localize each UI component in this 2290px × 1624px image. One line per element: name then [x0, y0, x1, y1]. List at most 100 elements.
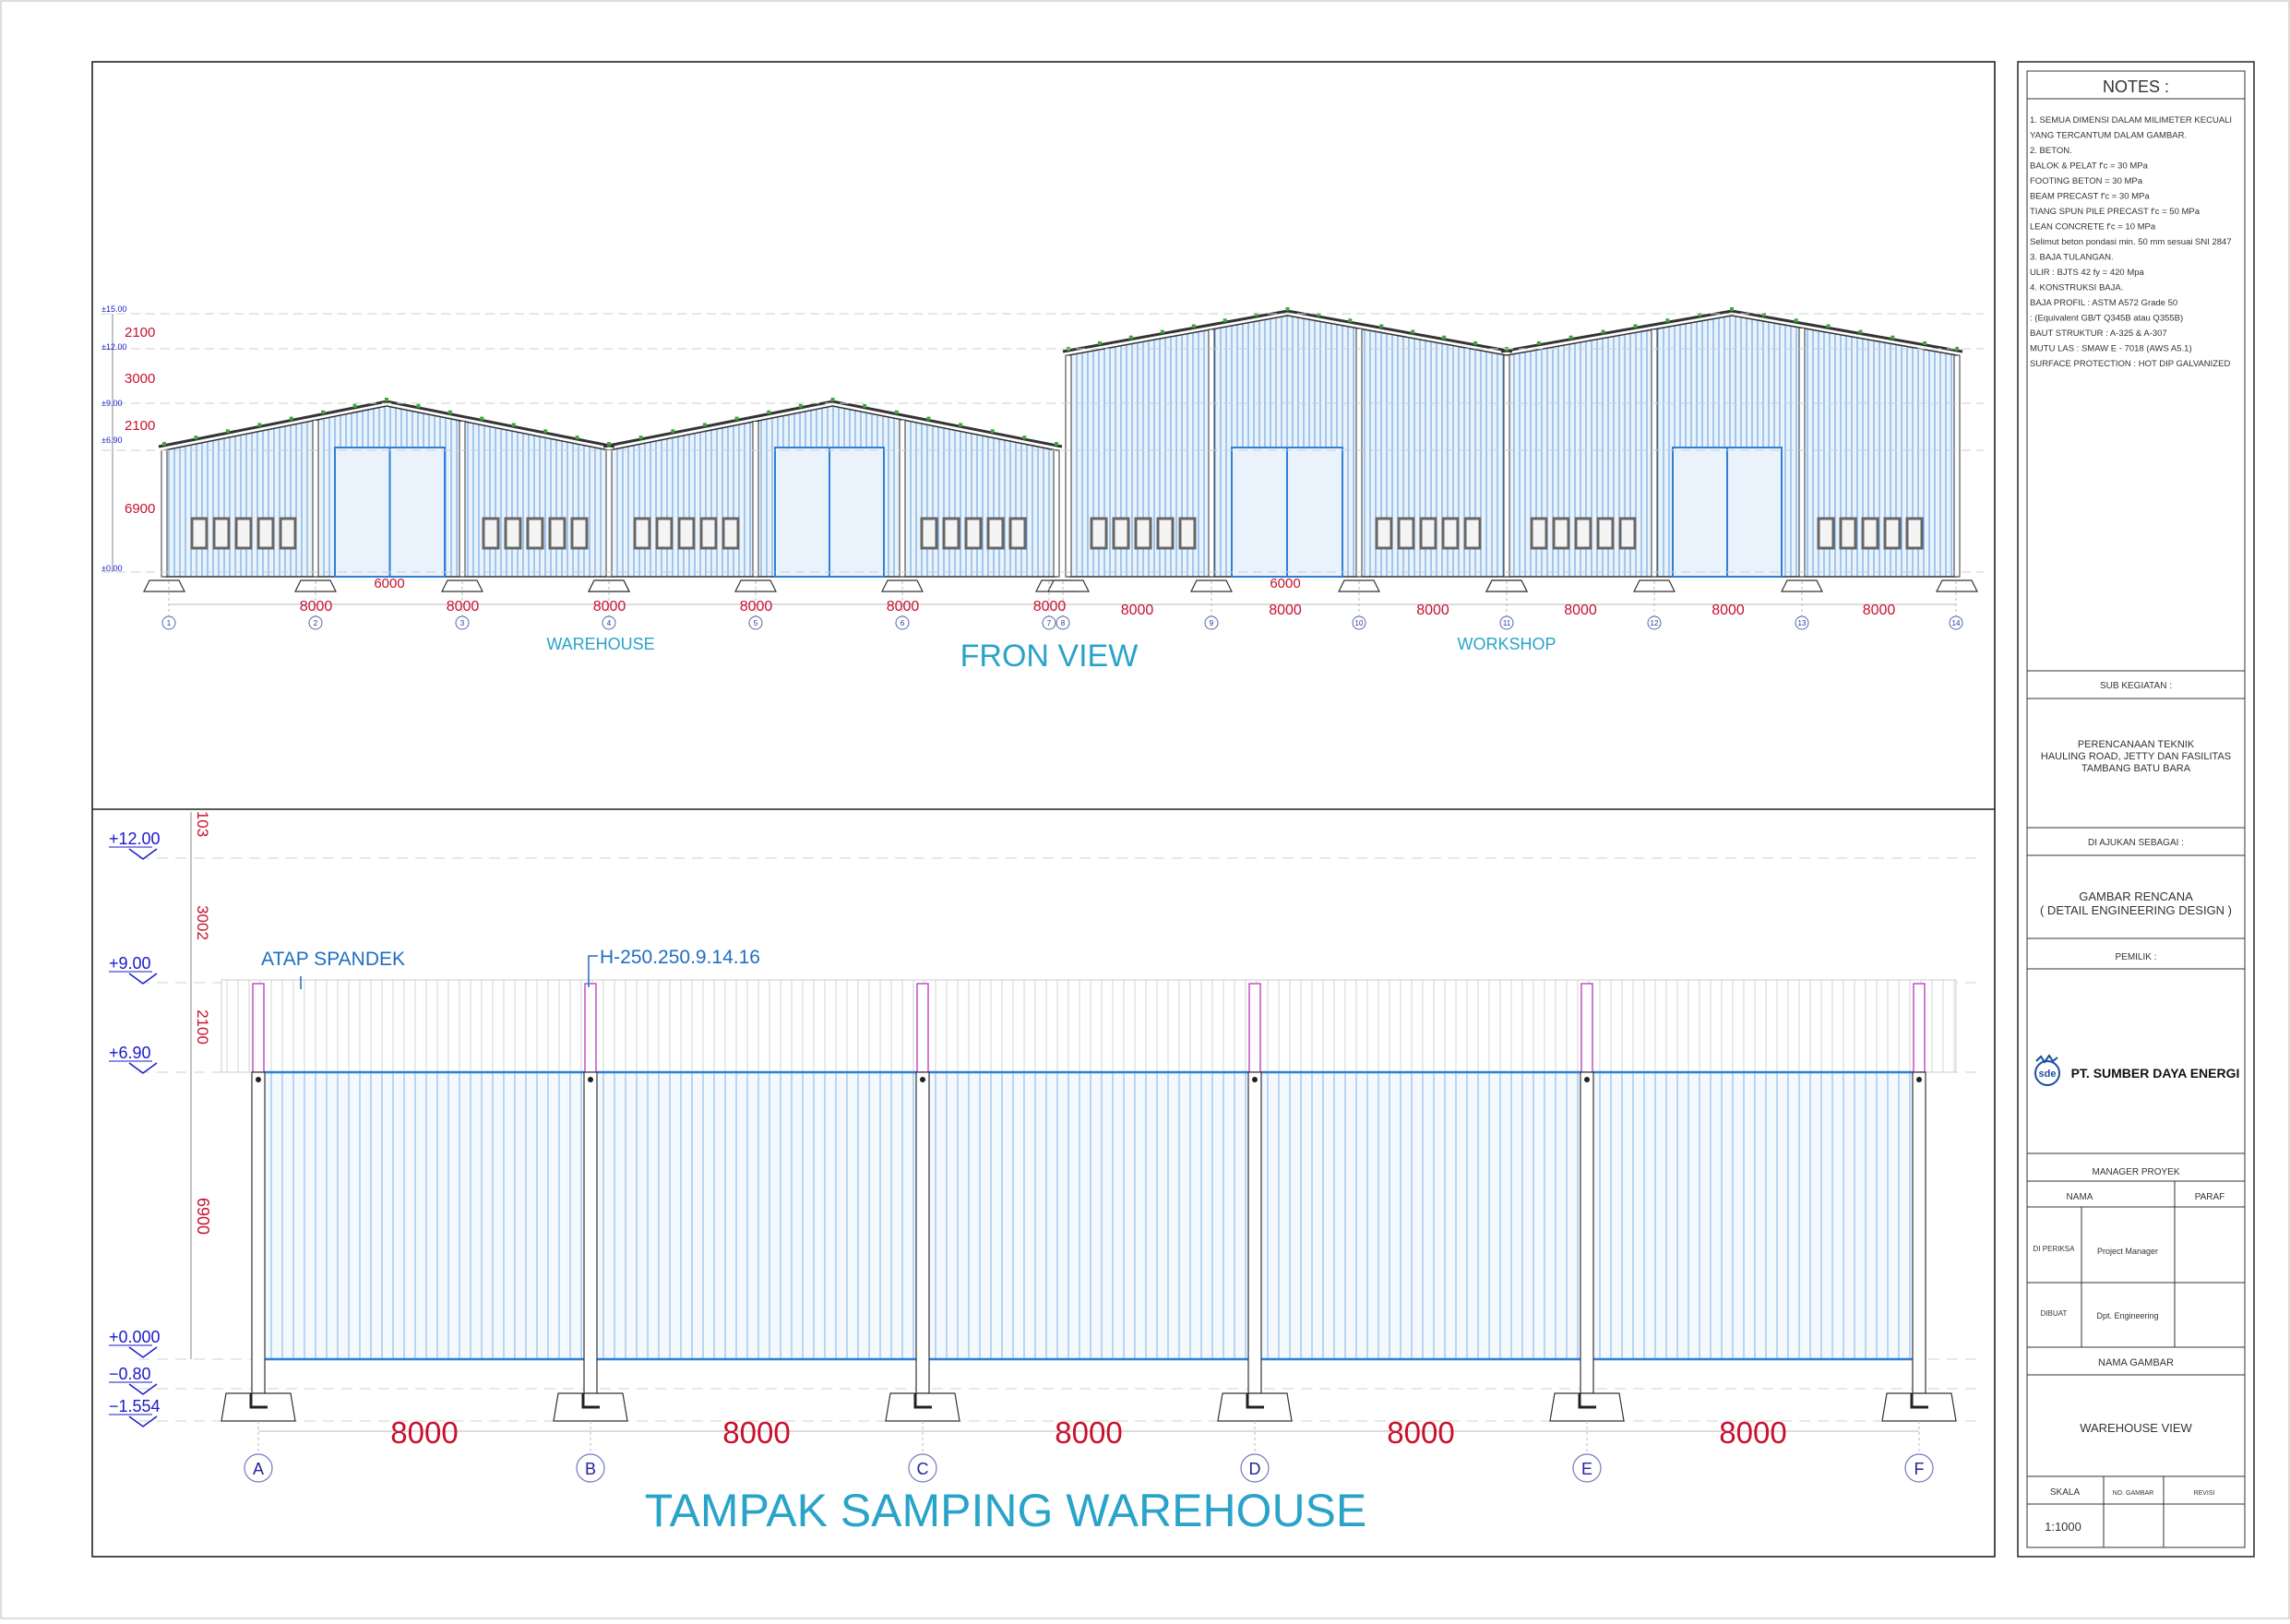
window [526, 517, 544, 550]
span-dim: 8000 [1055, 1415, 1122, 1450]
diajukan-line-2: ( DETAIL ENGINEERING DESIGN ) [2040, 903, 2232, 917]
grid-bubble [455, 615, 470, 630]
note-line: MUTU LAS : SMAW E - 7018 (AWS A5.1) [2030, 344, 2192, 354]
note-line: 4. KONSTRUKSI BAJA. [2030, 283, 2123, 293]
purlin [1730, 307, 1734, 311]
footing [1936, 579, 1978, 592]
column [915, 1071, 930, 1394]
column [1580, 1071, 1594, 1394]
window [964, 517, 983, 550]
column-member [1953, 354, 1961, 578]
purlin [702, 423, 707, 427]
purlin [1128, 335, 1133, 340]
grid-bubble [1352, 615, 1366, 630]
span-dim: 8000 [447, 599, 480, 615]
column-member [312, 419, 319, 578]
column-top [252, 983, 265, 1073]
footing [734, 579, 777, 592]
span-dim: 8000 [1719, 1415, 1786, 1450]
anchor-bolt [1578, 1393, 1596, 1409]
purlin [734, 416, 739, 421]
purlin [1568, 335, 1573, 340]
sub-kegiatan-line-3: TAMBANG BATU BARA [2081, 763, 2191, 774]
purlin [959, 423, 963, 427]
window [920, 517, 938, 550]
purlin [1022, 436, 1027, 440]
footing [441, 579, 483, 592]
purlin [257, 423, 262, 427]
window [482, 517, 500, 550]
column-member [899, 419, 906, 578]
purlin [321, 410, 326, 414]
bolt [1584, 1077, 1590, 1082]
window [279, 517, 297, 550]
window [1090, 517, 1108, 550]
purlin [1923, 340, 1927, 345]
window [699, 517, 718, 550]
company-name: PT. SUMBER DAYA ENERGI [2071, 1066, 2240, 1081]
footing [1781, 579, 1823, 592]
purlin [767, 410, 771, 414]
window [1883, 517, 1902, 550]
grid-bubble [161, 615, 176, 630]
span-dim: 8000 [390, 1415, 458, 1450]
note-line: ULIR : BJTS 42 fy = 420 Mpa [2030, 268, 2145, 278]
anchor-bolt [581, 1393, 600, 1409]
window [942, 517, 960, 550]
door-width-dim: 6000 [374, 576, 404, 591]
level-dim: 3000 [125, 371, 155, 387]
window [1596, 517, 1615, 550]
vertical-dim: 3002 [194, 905, 211, 940]
note-line: SURFACE PROTECTION : HOT DIP GALVANIZED [2030, 359, 2230, 369]
window [1905, 517, 1924, 550]
anchor-bolt [249, 1393, 268, 1409]
nama-label: NAMA [2067, 1192, 2093, 1202]
column-top [916, 983, 929, 1073]
grid-bubble [748, 615, 763, 630]
grid-label: 13 [1798, 619, 1807, 627]
anchor-bolt [1246, 1393, 1264, 1409]
no-gambar-label: NO. GAMBAR [2113, 1490, 2154, 1497]
window [548, 517, 567, 550]
column-top [1580, 983, 1593, 1073]
purlin [225, 429, 230, 434]
note-line: 1. SEMUA DIMENSI DALAM MILIMETER KECUALI [2030, 115, 2232, 125]
footing [881, 579, 924, 592]
purlin [352, 403, 357, 408]
elev-triangle [128, 973, 158, 985]
diajukan-label: DI AJUKAN SEBAGAI : [2088, 838, 2184, 848]
window [1839, 517, 1857, 550]
grid-label: 9 [1210, 619, 1214, 627]
side-wall-cladding [257, 1071, 1920, 1360]
pemilik-label: PEMILIK : [2115, 952, 2156, 962]
window [655, 517, 674, 550]
company-logo: sde [2034, 1054, 2060, 1086]
column [1247, 1071, 1262, 1394]
purlin [1473, 340, 1478, 345]
window [1178, 517, 1197, 550]
grid-label: 6 [900, 619, 905, 627]
span-dim: 8000 [1564, 603, 1597, 618]
elev-tag: ±0.00 [101, 564, 122, 573]
elevation-tag: +12.00 [109, 830, 161, 848]
note-line: FOOTING BETON = 30 MPa [2030, 176, 2143, 186]
diperiksa-value: Project Manager [2097, 1247, 2158, 1256]
grid-bubble [1904, 1453, 1934, 1483]
note-line: BAUT STRUKTUR : A-325 & A-307 [2030, 328, 2167, 339]
grid-label: 14 [1952, 619, 1961, 627]
grid-bubble [1056, 615, 1070, 630]
anchor-bolt [913, 1393, 932, 1409]
purlin [1317, 313, 1321, 317]
purlin [1633, 324, 1638, 328]
purlin [1442, 335, 1447, 340]
column-member [1651, 328, 1658, 578]
roof-label: ATAP SPANDEK [261, 949, 405, 970]
purlin [1794, 318, 1798, 323]
diperiksa-label: DI PERIKSA [2034, 1245, 2076, 1253]
elev-triangle [128, 1383, 158, 1395]
window [504, 517, 522, 550]
roof-band [221, 979, 1957, 1073]
footing [1190, 579, 1233, 592]
span-dim: 8000 [593, 599, 626, 615]
